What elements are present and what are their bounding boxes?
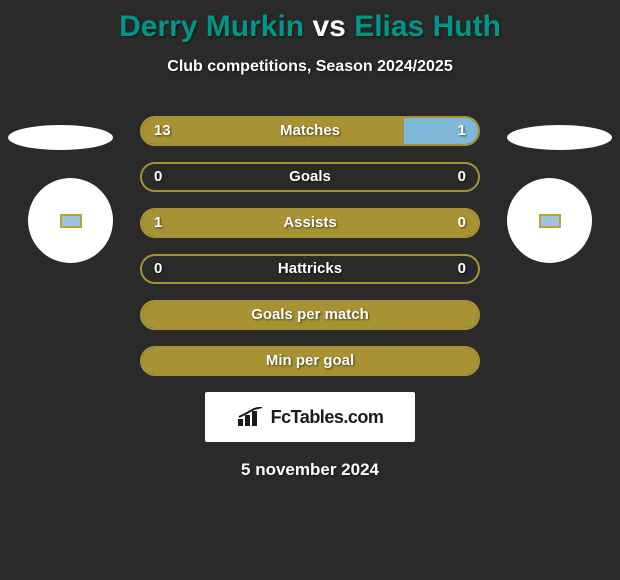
decor-ellipse-right (507, 125, 612, 150)
stat-label: Matches (142, 118, 478, 144)
brand-text: FcTables.com (271, 407, 384, 428)
stat-label: Assists (142, 210, 478, 236)
badge-icon (60, 214, 82, 228)
stat-label: Goals per match (142, 302, 478, 328)
stat-row: 13Matches1 (140, 116, 480, 146)
player-left-name: Derry Murkin (119, 10, 304, 43)
stat-value-right: 1 (458, 118, 466, 144)
stat-value-right: 0 (458, 210, 466, 236)
stat-row: 1Assists0 (140, 208, 480, 238)
brand-icon (237, 407, 265, 427)
date-text: 5 november 2024 (0, 460, 620, 480)
player-right-name: Elias Huth (354, 10, 501, 43)
stat-row: Goals per match (140, 300, 480, 330)
stat-value-right: 0 (458, 256, 466, 282)
stats-table: 13Matches10Goals01Assists00Hattricks0Goa… (140, 116, 480, 376)
stat-row: 0Goals0 (140, 162, 480, 192)
stat-row: 0Hattricks0 (140, 254, 480, 284)
stat-label: Hattricks (142, 256, 478, 282)
badge-icon (539, 214, 561, 228)
brand-box: FcTables.com (205, 392, 415, 442)
stat-label: Min per goal (142, 348, 478, 374)
stat-label: Goals (142, 164, 478, 190)
player-badge-left (28, 178, 113, 263)
decor-ellipse-left (8, 125, 113, 150)
subtitle: Club competitions, Season 2024/2025 (0, 58, 620, 76)
stat-value-right: 0 (458, 164, 466, 190)
comparison-title: Derry Murkin vs Elias Huth (0, 0, 620, 44)
player-badge-right (507, 178, 592, 263)
vs-text: vs (312, 10, 345, 43)
stat-row: Min per goal (140, 346, 480, 376)
